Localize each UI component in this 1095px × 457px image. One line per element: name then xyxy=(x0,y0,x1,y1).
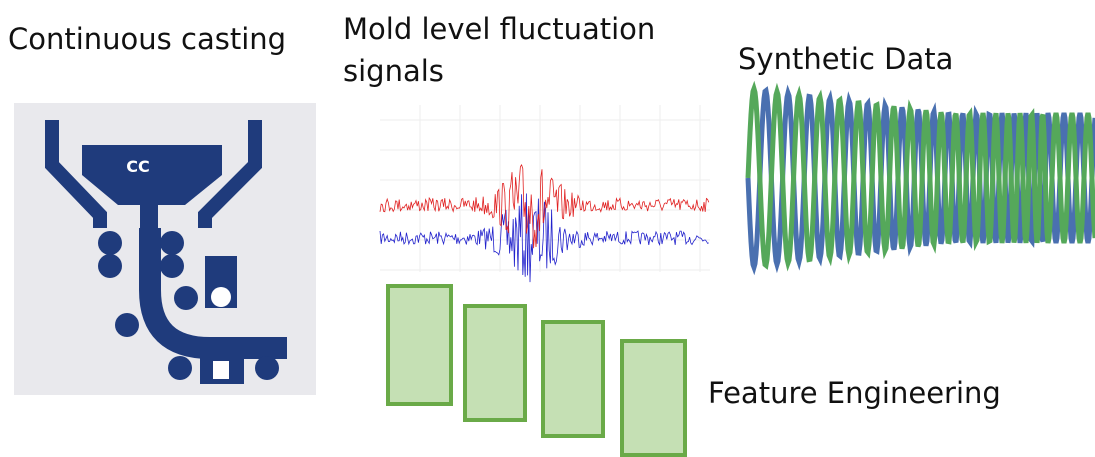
signal-trace xyxy=(379,193,709,283)
signal-plot xyxy=(379,105,710,283)
wave xyxy=(745,80,1095,272)
icon-hole xyxy=(213,361,229,379)
label: Mold level fluctuation signals xyxy=(343,12,656,88)
label: Continuous casting xyxy=(8,22,287,56)
label: Feature Engineering xyxy=(708,376,1001,410)
synthetic-waves xyxy=(745,80,1095,276)
label: Synthetic Data xyxy=(738,42,954,76)
signal-trace xyxy=(379,164,710,249)
icon-hole xyxy=(211,287,231,307)
icon-text: CC xyxy=(126,157,149,176)
feature-boxes xyxy=(386,284,687,457)
